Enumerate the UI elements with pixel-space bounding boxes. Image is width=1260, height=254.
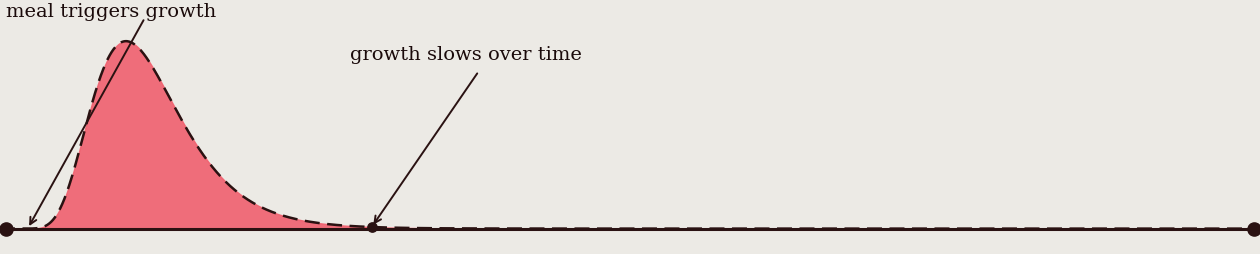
Text: meal triggers growth: meal triggers growth — [6, 3, 217, 21]
Text: growth slows over time: growth slows over time — [350, 46, 582, 64]
Point — [0, 227, 16, 231]
Point — [1244, 227, 1260, 231]
Point — [362, 225, 382, 229]
